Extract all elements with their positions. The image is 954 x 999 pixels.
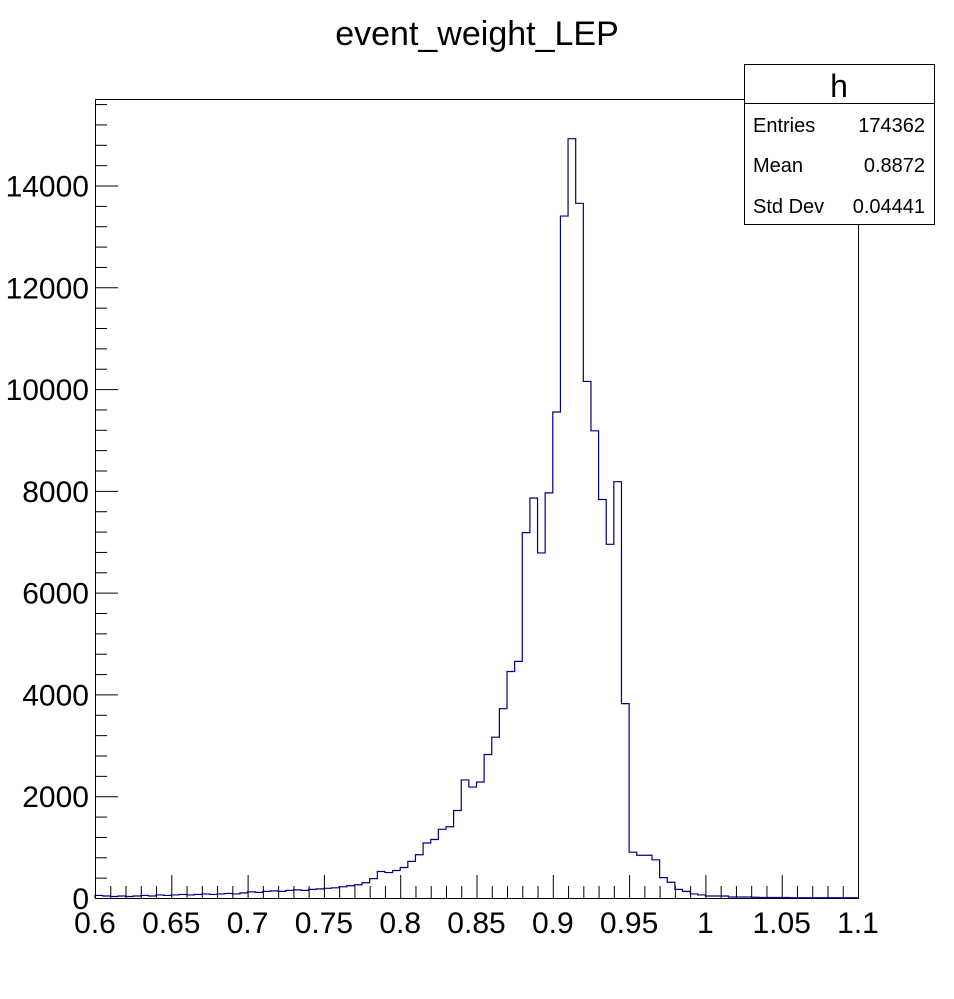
histogram-bin <box>675 889 683 898</box>
histogram-bin <box>339 887 347 898</box>
histogram-bin <box>599 500 607 898</box>
histogram-bin <box>652 860 660 898</box>
histogram-bin <box>522 533 530 898</box>
stats-entries-value: 174362 <box>858 115 925 137</box>
histogram-bin <box>545 493 553 898</box>
y-tick-label: 10000 <box>6 374 89 407</box>
histogram-bin <box>614 482 622 898</box>
stats-histogram-name: h <box>830 68 848 104</box>
histogram-bin <box>583 381 591 898</box>
histogram-bin <box>225 893 233 898</box>
histogram-bin <box>385 873 393 898</box>
y-tick-label: 6000 <box>22 578 89 611</box>
stats-stddev-value: 0.04441 <box>853 196 925 218</box>
x-tick-label: 0.75 <box>295 907 353 940</box>
y-tick-label: 12000 <box>6 272 89 305</box>
stats-entries-label: Entries <box>753 115 815 137</box>
histogram-bin <box>362 883 370 898</box>
histogram-series <box>94 138 859 899</box>
histogram-bin <box>629 852 637 898</box>
y-tick-label: 2000 <box>22 781 89 814</box>
histogram-bin <box>332 888 340 898</box>
histogram-bin <box>538 553 546 898</box>
x-tick-label: 0.9 <box>532 907 574 940</box>
histogram-bin <box>606 544 614 898</box>
histogram-bin <box>240 893 248 898</box>
histogram-bin <box>324 888 332 898</box>
x-tick-label: 0.85 <box>447 907 505 940</box>
plot-frame <box>95 99 859 899</box>
chart-title: event_weight_LEP <box>335 15 619 53</box>
y-tick-label: 0 <box>72 883 89 916</box>
histogram-bin <box>637 855 645 898</box>
histogram-bin <box>530 498 538 898</box>
histogram-bin <box>202 894 210 898</box>
histogram-bin <box>477 782 485 898</box>
histogram-bin <box>560 216 568 898</box>
histogram-bin <box>576 203 584 898</box>
stats-mean-label: Mean <box>753 155 803 177</box>
x-tick-label: 1 <box>697 907 714 940</box>
histogram-bin <box>469 787 477 898</box>
histogram-bin <box>377 872 385 898</box>
histogram-bin <box>415 855 423 898</box>
histogram-bin <box>438 829 446 898</box>
histogram-bin <box>400 867 408 898</box>
histogram-bin <box>507 672 515 898</box>
histogram-bin <box>660 878 668 898</box>
histogram-bin <box>370 879 378 898</box>
histogram-bin <box>690 894 698 898</box>
y-tick-label: 8000 <box>22 476 89 509</box>
histogram-bin <box>286 890 294 898</box>
histogram-bin <box>263 891 271 898</box>
histogram-bin <box>644 855 652 898</box>
histogram-bin <box>255 892 263 898</box>
histogram-bin <box>515 661 523 898</box>
stats-mean-value: 0.8872 <box>864 155 925 177</box>
histogram-bin <box>232 894 240 898</box>
histogram-bin <box>278 891 286 898</box>
histogram-outline <box>94 138 859 899</box>
histogram-bin <box>354 885 362 898</box>
histogram-bin <box>484 754 492 898</box>
histogram-bin <box>309 889 317 898</box>
x-tick-label: 0.6 <box>74 907 116 940</box>
x-tick-label: 1.1 <box>837 907 879 940</box>
stats-box: h Entries 174362 Mean 0.8872 Std Dev 0.0… <box>744 64 935 225</box>
histogram-bin <box>248 892 256 898</box>
stats-box-frame <box>744 64 935 225</box>
histogram-bin <box>446 827 454 898</box>
x-tick-label: 0.95 <box>600 907 658 940</box>
stats-stddev-label: Std Dev <box>753 196 824 218</box>
x-tick-label: 1.05 <box>753 907 811 940</box>
histogram-bin <box>591 431 599 898</box>
histogram-bin <box>568 139 576 898</box>
histogram-bin <box>667 882 675 898</box>
y-tick-label: 4000 <box>22 679 89 712</box>
histogram-bin <box>393 871 401 898</box>
histogram-bin <box>293 890 301 898</box>
x-tick-label: 0.7 <box>227 907 269 940</box>
x-tick-label: 0.65 <box>142 907 200 940</box>
histogram-bin <box>461 780 469 898</box>
histogram-bin <box>301 890 309 898</box>
histogram-bin <box>683 891 691 898</box>
histogram-bin <box>347 886 355 898</box>
histogram-bin <box>431 839 439 898</box>
histogram-bin <box>270 891 278 898</box>
histogram-bin <box>621 704 629 898</box>
histogram-bin <box>408 861 416 898</box>
histogram-bin <box>553 412 561 898</box>
histogram-bin <box>316 889 324 898</box>
plot-area: 0.6 0.65 0.7 0.75 0.8 0.85 0.9 0.95 1 1.05 1.1 0 200… <box>6 99 879 940</box>
histogram-bin <box>454 810 462 898</box>
histogram-bin <box>423 843 431 898</box>
histogram-bin <box>499 709 507 898</box>
histogram-bin <box>492 737 500 898</box>
y-tick-label: 14000 <box>6 171 89 204</box>
histogram-bin <box>217 894 225 898</box>
x-tick-label: 0.8 <box>379 907 421 940</box>
